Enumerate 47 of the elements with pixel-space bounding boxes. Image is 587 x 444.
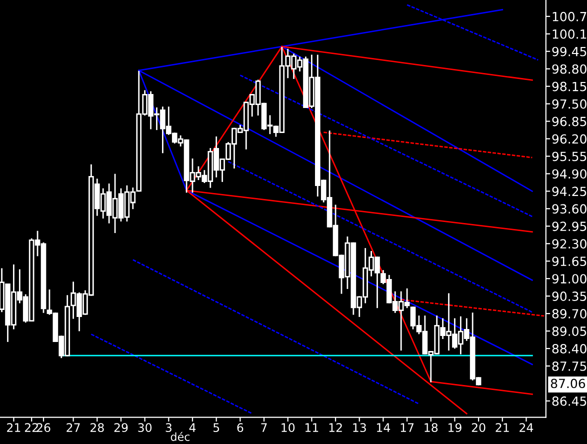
x-tick-label: 11 bbox=[305, 423, 318, 432]
x-tick-label: 13 bbox=[353, 423, 366, 432]
x-tick-label: 20 bbox=[472, 423, 486, 432]
y-tick-label: 100.7 bbox=[552, 12, 586, 22]
y-tick-label: 89.70 bbox=[552, 309, 586, 318]
y-tick-label: 92.95 bbox=[552, 222, 586, 232]
y-tick-label: 98.80 bbox=[552, 64, 586, 74]
y-tick-label: 100.1 bbox=[552, 29, 586, 39]
x-tick-label: 12 bbox=[329, 423, 342, 432]
y-tick-label: 98.15 bbox=[552, 82, 586, 92]
x-tick-label: 18 bbox=[424, 423, 438, 432]
y-tick-label: 96.85 bbox=[552, 116, 586, 126]
x-tick-label: 21 bbox=[496, 423, 509, 432]
y-tick-label: 95.55 bbox=[552, 152, 586, 162]
y-tick-label: 94.90 bbox=[552, 169, 586, 179]
x-tick-label: 7 bbox=[261, 423, 267, 432]
annotation: 87.06 bbox=[550, 378, 586, 388]
x-tick-label: 6 bbox=[237, 423, 244, 432]
x-tick-label: 21 bbox=[7, 423, 20, 432]
x-tick-label: 19 bbox=[448, 423, 462, 432]
x-tick-label: 24 bbox=[520, 423, 534, 432]
text: déc bbox=[170, 432, 190, 441]
y-tick-label: 92.30 bbox=[552, 239, 586, 249]
y-tick-label: 97.50 bbox=[552, 99, 586, 109]
x-tick-label: 4 bbox=[189, 423, 196, 432]
x-tick-label: 14 bbox=[376, 423, 390, 432]
x-tick-label: 26 bbox=[36, 423, 50, 432]
x-tick-label: 27 bbox=[66, 423, 80, 432]
y-tick-label: 86.45 bbox=[552, 396, 586, 406]
x-tick-label: 30 bbox=[138, 423, 152, 432]
y-tick-label: 88.40 bbox=[552, 344, 586, 354]
y-tick-label: 91.00 bbox=[552, 274, 586, 284]
y-tick-label: 89.05 bbox=[552, 326, 586, 336]
y-tick-label: 91.65 bbox=[552, 256, 586, 266]
x-tick-label: 29 bbox=[114, 423, 128, 432]
x-tick-label: 22 bbox=[24, 423, 38, 432]
y-tick-label: 90.35 bbox=[552, 292, 586, 302]
x-tick-label: 5 bbox=[213, 423, 220, 432]
y-tick-label: 94.25 bbox=[552, 186, 586, 196]
y-tick-label: 87.75 bbox=[552, 361, 586, 371]
y-tick-label: 99.45 bbox=[552, 46, 586, 56]
x-tick-label: 28 bbox=[90, 423, 104, 432]
x-tick-label: 17 bbox=[400, 423, 414, 432]
y-tick-label: 96.20 bbox=[552, 134, 586, 144]
x-tick-label: 3 bbox=[166, 423, 172, 432]
x-tick-label: 10 bbox=[282, 423, 295, 432]
y-tick-label: 93.60 bbox=[552, 204, 586, 214]
